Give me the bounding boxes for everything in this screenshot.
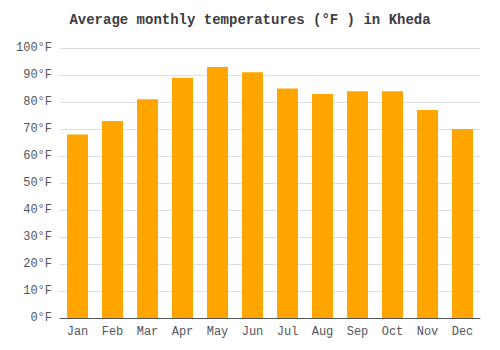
svg-text:10°F: 10°F bbox=[23, 284, 52, 298]
svg-text:Mar: Mar bbox=[137, 325, 159, 339]
svg-text:50°F: 50°F bbox=[23, 176, 52, 190]
svg-text:Sep: Sep bbox=[347, 325, 369, 339]
svg-text:30°F: 30°F bbox=[23, 230, 52, 244]
svg-text:70°F: 70°F bbox=[23, 122, 52, 136]
svg-text:20°F: 20°F bbox=[23, 257, 52, 271]
svg-text:Feb: Feb bbox=[102, 325, 124, 339]
svg-text:Nov: Nov bbox=[417, 325, 439, 339]
svg-text:Aug: Aug bbox=[312, 325, 334, 339]
svg-text:Average monthly temperatures (: Average monthly temperatures (°F ) in Kh… bbox=[69, 12, 431, 28]
svg-text:Jul: Jul bbox=[277, 325, 299, 339]
svg-text:80°F: 80°F bbox=[23, 95, 52, 109]
svg-text:Apr: Apr bbox=[172, 325, 194, 339]
svg-text:60°F: 60°F bbox=[23, 149, 52, 163]
svg-text:40°F: 40°F bbox=[23, 203, 52, 217]
svg-text:90°F: 90°F bbox=[23, 68, 52, 82]
svg-text:Jan: Jan bbox=[67, 325, 89, 339]
svg-text:Oct: Oct bbox=[382, 325, 404, 339]
svg-text:May: May bbox=[207, 325, 229, 339]
svg-text:Dec: Dec bbox=[452, 325, 474, 339]
svg-text:Jun: Jun bbox=[242, 325, 264, 339]
svg-text:0°F: 0°F bbox=[30, 311, 52, 325]
svg-text:100°F: 100°F bbox=[16, 41, 52, 55]
